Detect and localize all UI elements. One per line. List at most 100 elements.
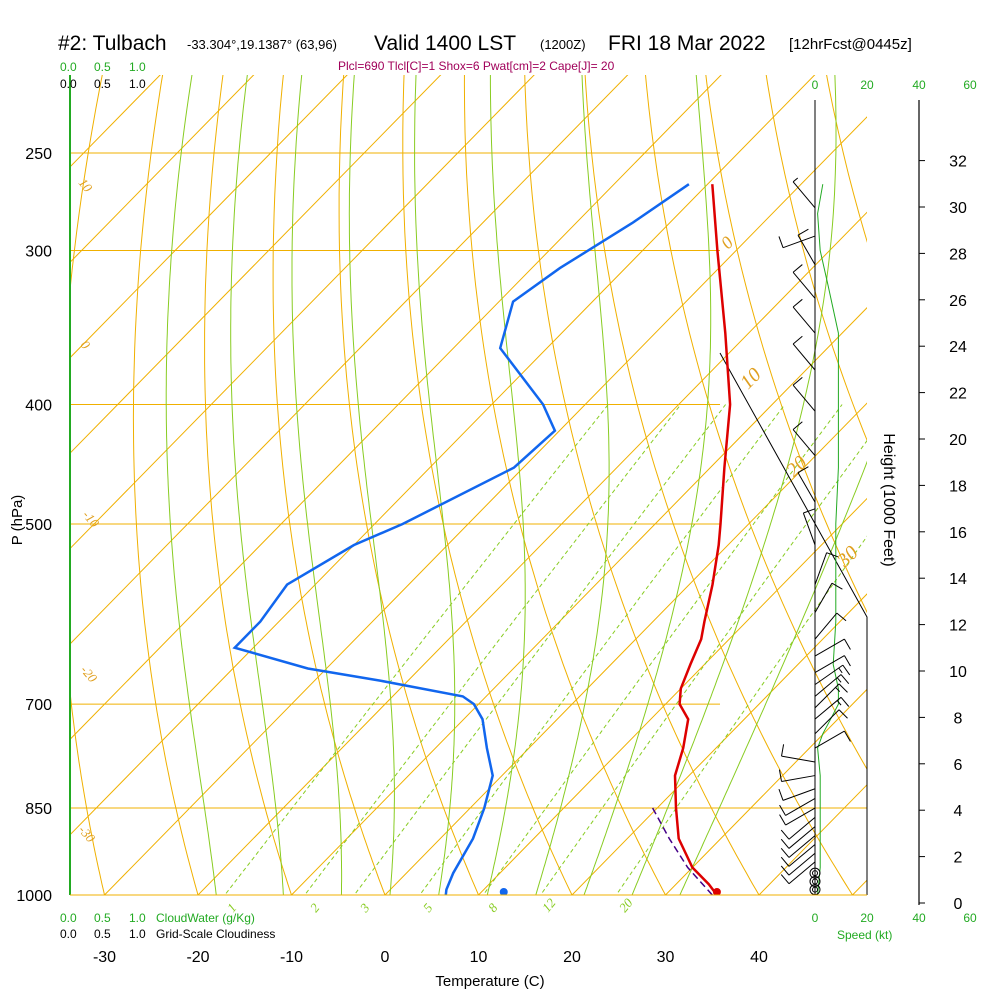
isotherm--90 bbox=[70, 75, 348, 359]
dry-adiabat-30 bbox=[463, 75, 667, 895]
wind-barb-shaft bbox=[797, 472, 816, 503]
wind-barb-shaft bbox=[814, 674, 842, 697]
wind-barb-feather bbox=[792, 264, 803, 273]
wind-barb-feather bbox=[842, 664, 851, 676]
isotherm-10 bbox=[478, 497, 867, 895]
isotherm--30 bbox=[104, 116, 867, 895]
wind-barb-shaft bbox=[781, 775, 816, 782]
dry-adiabat-120 bbox=[996, 34, 1000, 922]
mixing-ratio-label: 3 bbox=[356, 900, 373, 916]
wind-barb-shaft bbox=[814, 612, 838, 640]
dry-adiabat-60 bbox=[645, 75, 867, 771]
valid-date: FRI 18 Mar 2022 bbox=[608, 32, 766, 55]
speed-top-tick-2: 40 bbox=[912, 78, 926, 92]
dry-adiabat-0 bbox=[272, 75, 386, 895]
speed-bottom-tick-2: 40 bbox=[912, 911, 926, 925]
speed-label: Speed (kt) bbox=[837, 928, 892, 942]
moist-adiabat bbox=[583, 75, 712, 895]
pressure-tick-label: 850 bbox=[25, 801, 52, 818]
moist-adiabat bbox=[230, 75, 284, 895]
wind-barbs bbox=[778, 177, 851, 896]
dry-adiabat-50 bbox=[584, 75, 854, 895]
mixing-ratio-label: 5 bbox=[420, 900, 436, 915]
station-title: #2: Tulbach bbox=[58, 32, 167, 55]
moist-adiabat bbox=[165, 75, 217, 895]
height-tick-label: 8 bbox=[954, 710, 963, 727]
dry-adiabat--30 bbox=[70, 75, 106, 895]
axes bbox=[69, 75, 920, 905]
speed-bottom-tick-3: 60 bbox=[963, 911, 977, 925]
height-tick-label: 12 bbox=[949, 618, 967, 635]
wind-barb-shaft bbox=[788, 844, 816, 867]
wind-barb-feather bbox=[840, 674, 850, 685]
wind-barb-shaft bbox=[788, 826, 816, 849]
height-axis-label: Height (1000 Feet) bbox=[880, 433, 897, 566]
wind-barb-shaft bbox=[814, 696, 842, 720]
moist-adiabat bbox=[486, 75, 526, 895]
speed-top-tick-1: 20 bbox=[860, 78, 874, 92]
height-tick-label: 22 bbox=[949, 386, 967, 403]
dry-adiabats bbox=[70, 34, 1000, 922]
temperature-tick-label: -30 bbox=[93, 949, 116, 966]
wind-barb-shaft bbox=[814, 655, 845, 674]
moist-adiabat bbox=[348, 75, 395, 895]
isotherm--50 bbox=[70, 75, 722, 741]
pressure-tick-label: 400 bbox=[25, 398, 52, 415]
moist-adiabat bbox=[414, 75, 456, 895]
wind-barb-shaft bbox=[792, 429, 816, 456]
wind-barb-feather bbox=[844, 638, 851, 650]
isotherm--10 bbox=[291, 307, 867, 895]
height-tick-label: 2 bbox=[954, 850, 963, 867]
isotherm--130 bbox=[0, 34, 14, 895]
wind-barb-feather bbox=[778, 788, 784, 801]
wind-barb-shaft bbox=[792, 343, 816, 371]
temperature-tick-label: 20 bbox=[563, 949, 581, 966]
surface-dewpoint-dot bbox=[499, 888, 508, 895]
valid-time: Valid 1400 LST bbox=[374, 32, 516, 55]
dry-adiabat-label: -10 bbox=[80, 507, 103, 530]
wind-barb-feather bbox=[838, 709, 848, 719]
isotherm--100 bbox=[70, 75, 255, 264]
temperature-tick-label: 0 bbox=[381, 949, 390, 966]
moist-adiabat bbox=[291, 75, 343, 895]
height-tick-label: 6 bbox=[954, 757, 963, 774]
wind-barb-shaft bbox=[781, 755, 816, 763]
cloudwater-scale-bottom: 0.0 0.5 1.0 CloudWater (g/Kg) 0.0 0.5 1.… bbox=[60, 911, 275, 941]
pressure-tick-label: 300 bbox=[25, 244, 52, 261]
isotherm--20 bbox=[197, 211, 867, 895]
calm-wind-circle-inner bbox=[812, 878, 818, 885]
wind-barb-feather bbox=[780, 874, 790, 885]
chart-header: #2: Tulbach -33.304°,19.1387° (63,96) Va… bbox=[58, 32, 912, 73]
wind-barb-shaft bbox=[814, 664, 844, 686]
wind-barb-feather bbox=[836, 612, 847, 622]
wind-panel-outline bbox=[719, 352, 868, 895]
wind-barb-feather bbox=[797, 466, 809, 474]
pressure-ticks: 250 300 400 500 700 850 1000 bbox=[16, 146, 52, 905]
dry-adiabat--10 bbox=[204, 75, 293, 895]
pressure-tick-label: 500 bbox=[25, 517, 52, 534]
moist-adiabat bbox=[679, 460, 867, 895]
speed-bottom-tick-0: 0 bbox=[812, 911, 819, 925]
wind-speed-line bbox=[817, 184, 839, 896]
pressure-tick-label: 250 bbox=[25, 146, 52, 163]
wind-barb-feather bbox=[778, 769, 783, 782]
cl-bottom-tick-1: 0.5 bbox=[94, 927, 111, 941]
cw-top-tick-2: 1.0 bbox=[129, 60, 146, 74]
wind-barb-shaft bbox=[792, 181, 816, 209]
wind-barb-feather bbox=[780, 838, 790, 849]
dry-adiabat-40 bbox=[524, 75, 760, 895]
wind-barb-feather bbox=[836, 677, 842, 683]
y-axis-label: P (hPa) bbox=[9, 495, 26, 546]
wind-barb-feather bbox=[792, 298, 803, 308]
pressure-tick-label: 700 bbox=[25, 697, 52, 714]
wind-barb-shaft bbox=[814, 709, 840, 735]
sounding-stats: Plcl=690 Tlcl[C]=1 Shox=6 Pwat[cm]=2 Cap… bbox=[338, 59, 615, 73]
dry-adiabat-90 bbox=[826, 75, 867, 243]
mixing-ratio-label: 8 bbox=[485, 900, 501, 915]
wind-barb-shaft bbox=[814, 730, 845, 749]
calm-wind-circle-inner bbox=[812, 886, 818, 893]
isotherm-50 bbox=[852, 879, 867, 895]
wind-panel bbox=[719, 100, 868, 896]
station-coords: -33.304°,19.1387° (63,96) bbox=[187, 37, 337, 52]
